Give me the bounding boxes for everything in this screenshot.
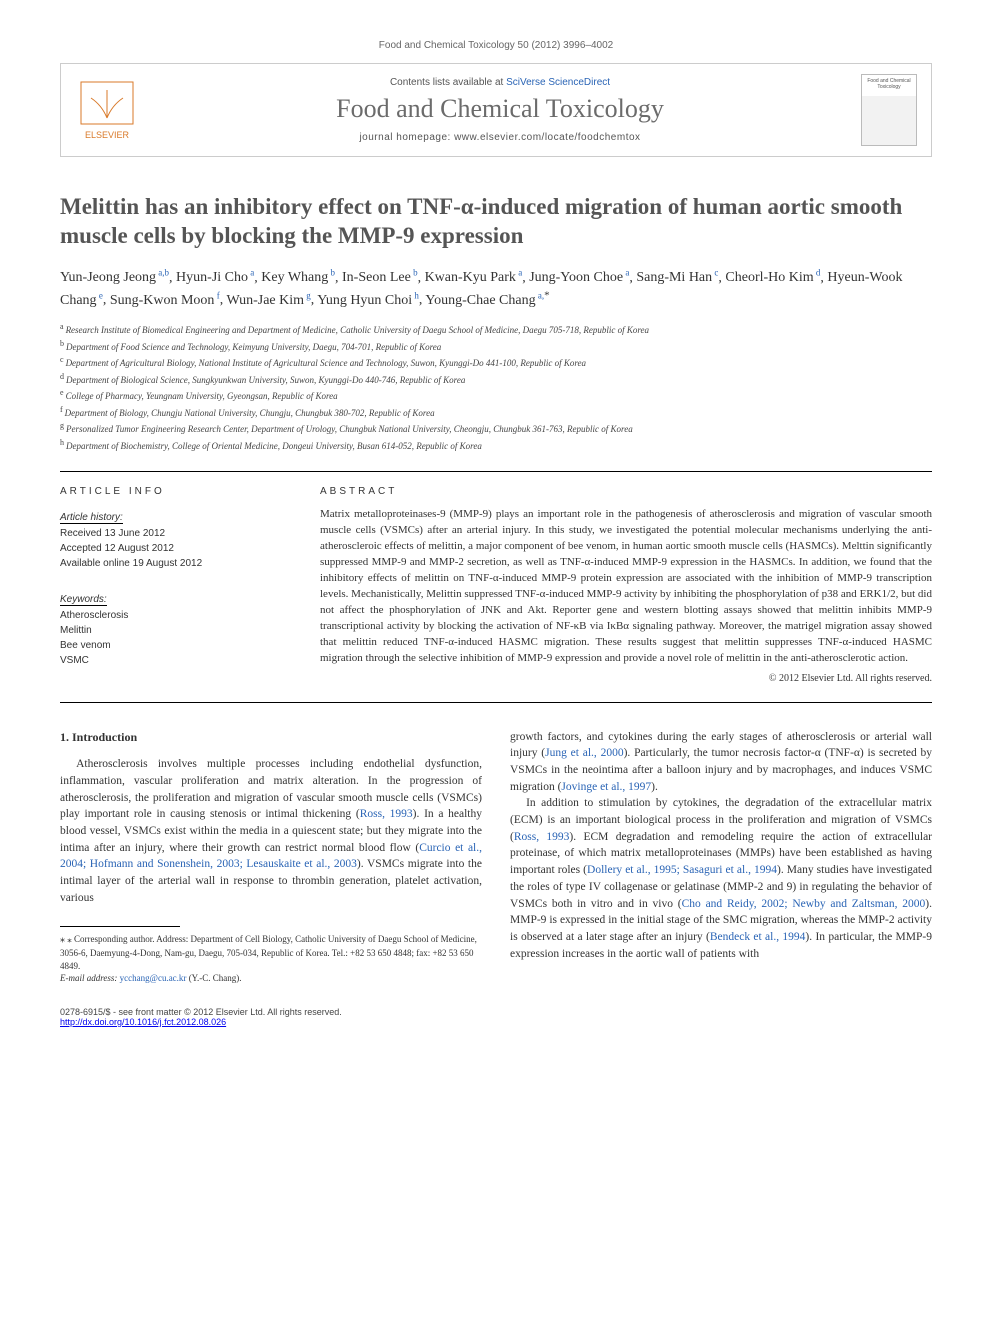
contents-available-line: Contents lists available at SciVerse Sci…: [157, 77, 843, 88]
author-list: Yun-Jeong Jeong a,b, Hyun-Ji Cho a, Key …: [60, 267, 932, 312]
citation-link[interactable]: Dollery et al., 1995; Sasaguri et al., 1…: [587, 864, 777, 876]
article-title: Melittin has an inhibitory effect on TNF…: [60, 193, 932, 251]
author: Sang-Mi Han c: [636, 270, 718, 285]
journal-name: Food and Chemical Toxicology: [157, 94, 843, 124]
author: Kwan-Kyu Park a: [425, 270, 523, 285]
affiliation: dDepartment of Biological Science, Sungk…: [60, 371, 932, 388]
article-history-head: Article history:: [60, 512, 123, 524]
page-footer: 0278-6915/$ - see front matter © 2012 El…: [60, 1007, 932, 1027]
affiliation: fDepartment of Biology, Chungju National…: [60, 404, 932, 421]
affiliation: eCollege of Pharmacy, Yeungnam Universit…: [60, 387, 932, 404]
sciencedirect-link[interactable]: SciVerse ScienceDirect: [506, 77, 610, 88]
affiliation: gPersonalized Tumor Engineering Research…: [60, 420, 932, 437]
citation-link[interactable]: Ross, 1993: [514, 831, 570, 843]
author: Yung Hyun Choi h: [317, 293, 419, 308]
keywords-head: Keywords:: [60, 594, 107, 606]
intro-para-1: Atherosclerosis involves multiple proces…: [60, 756, 482, 906]
intro-para-2: In addition to stimulation by cytokines,…: [510, 795, 932, 962]
affiliation: bDepartment of Food Science and Technolo…: [60, 338, 932, 355]
journal-cover-thumb: Food and Chemical Toxicology: [861, 74, 917, 146]
citation-link[interactable]: Jovinge et al., 1997: [561, 781, 651, 793]
author: Cheorl-Ho Kim d: [725, 270, 820, 285]
author: Hyun-Ji Cho a: [176, 270, 254, 285]
article-info-label: ARTICLE INFO: [60, 486, 280, 497]
citation-link[interactable]: Ross, 1993: [360, 808, 413, 820]
author: Sung-Kwon Moon f: [110, 293, 220, 308]
author: Key Whang b: [261, 270, 335, 285]
intro-heading: 1. Introduction: [60, 729, 482, 746]
body-columns: 1. Introduction Atherosclerosis involves…: [60, 729, 932, 985]
footnote-rule: [60, 926, 180, 927]
keywords-list: AtherosclerosisMelittinBee venomVSMC: [60, 608, 280, 668]
journal-homepage: journal homepage: www.elsevier.com/locat…: [157, 132, 843, 143]
author: Wun-Jae Kim g: [226, 293, 310, 308]
article-history-body: Received 13 June 2012 Accepted 12 August…: [60, 526, 280, 571]
footnotes: ⁎ ⁎ Corresponding author. Address: Depar…: [60, 933, 482, 985]
keyword: Atherosclerosis: [60, 608, 280, 623]
copyright-line: © 2012 Elsevier Ltd. All rights reserved…: [320, 673, 932, 684]
author: Jung-Yoon Choe a: [529, 270, 629, 285]
author: Young-Chae Chang a,*: [425, 293, 549, 308]
affiliation: cDepartment of Agricultural Biology, Nat…: [60, 354, 932, 371]
abstract-text: Matrix metalloproteinases-9 (MMP-9) play…: [320, 507, 932, 666]
abstract-label: ABSTRACT: [320, 486, 932, 497]
affiliation: aResearch Institute of Biomedical Engine…: [60, 321, 932, 338]
keyword: Melittin: [60, 623, 280, 638]
keyword: Bee venom: [60, 638, 280, 653]
svg-text:ELSEVIER: ELSEVIER: [85, 130, 130, 140]
citation-link[interactable]: Jung et al., 2000: [545, 747, 623, 759]
doi-link[interactable]: http://dx.doi.org/10.1016/j.fct.2012.08.…: [60, 1017, 226, 1027]
citation-link[interactable]: Cho and Reidy, 2002; Newby and Zaltsman,…: [682, 898, 926, 910]
publisher-logo: ELSEVIER: [75, 78, 139, 142]
keyword: VSMC: [60, 653, 280, 668]
intro-para-1-cont: growth factors, and cytokines during the…: [510, 729, 932, 796]
running-head: Food and Chemical Toxicology 50 (2012) 3…: [60, 40, 932, 51]
journal-masthead: ELSEVIER Contents lists available at Sci…: [60, 63, 932, 157]
corresponding-email-link[interactable]: ycchang@cu.ac.kr: [120, 973, 187, 983]
author: Yun-Jeong Jeong a,b: [60, 270, 169, 285]
author: In-Seon Lee b: [342, 270, 418, 285]
affiliation: hDepartment of Biochemistry, College of …: [60, 437, 932, 454]
citation-link[interactable]: Bendeck et al., 1994: [710, 931, 806, 943]
affiliation-list: aResearch Institute of Biomedical Engine…: [60, 321, 932, 453]
